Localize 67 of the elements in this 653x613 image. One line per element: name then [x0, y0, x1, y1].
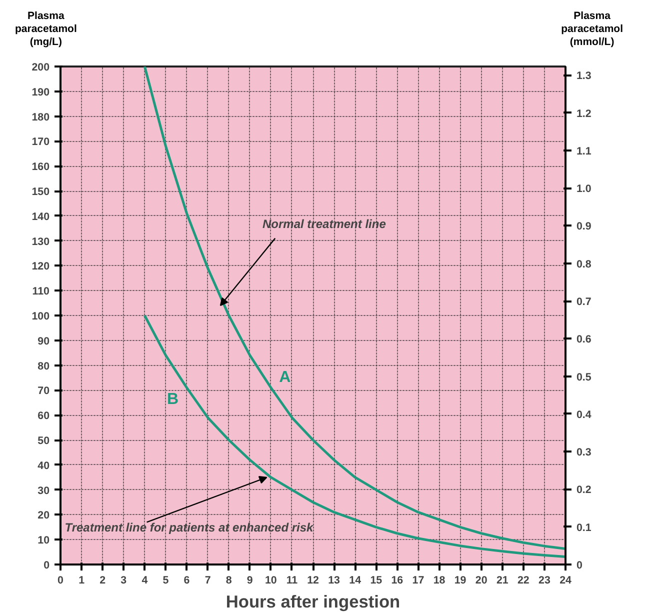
- x-tick-label: 21: [496, 574, 508, 586]
- x-tick-label: 2: [100, 574, 106, 586]
- y2-tick-label: 1.3: [576, 70, 592, 82]
- x-tick-label: 16: [391, 574, 404, 586]
- y-tick-label: 190: [32, 86, 50, 98]
- y-tick-label: 40: [38, 460, 50, 472]
- x-tick-label: 20: [475, 574, 488, 586]
- x-tick-label: 19: [454, 574, 466, 586]
- x-tick-label: 1: [78, 574, 85, 586]
- x-tick-label: 13: [328, 574, 340, 586]
- y2-tick-label: 0.9: [576, 220, 592, 233]
- x-tick-label: 0: [58, 574, 64, 586]
- x-tick-label: 22: [517, 574, 530, 586]
- y-tick-label: 80: [38, 360, 50, 372]
- x-tick-label: 5: [162, 574, 169, 586]
- y-tick-label: 50: [38, 435, 50, 447]
- y-tick-label: 70: [38, 385, 50, 398]
- y2-tick-label: 1.2: [576, 108, 592, 120]
- x-axis-title: Hours after ingestion: [226, 592, 400, 612]
- y2-tick-label: 1.0: [576, 183, 592, 196]
- series-label: B: [166, 391, 179, 408]
- y-tick-label: 170: [32, 136, 50, 148]
- y-tick-label: 90: [38, 335, 50, 348]
- annotation: Normal treatment line: [262, 216, 386, 231]
- y-tick-label: 160: [32, 161, 50, 174]
- y-axis-title: Plasma paracetamol (mg/L): [15, 10, 77, 49]
- x-tick-label: 12: [307, 574, 319, 586]
- x-tick-label: 7: [204, 574, 211, 586]
- y-tick-label: 30: [38, 484, 50, 497]
- series-label: A: [279, 369, 292, 386]
- y-tick-label: 200: [32, 62, 50, 74]
- x-tick-label: 17: [412, 574, 424, 586]
- x-tick-label: 18: [433, 574, 446, 586]
- y2-tick-label: 0.5: [576, 371, 592, 384]
- y2-tick-label: 1.1: [576, 145, 592, 158]
- y2-tick-label: 0.4: [576, 408, 592, 421]
- y-tick-label: 60: [38, 410, 50, 422]
- x-tick-label: 15: [370, 574, 382, 586]
- y2-tick-label: 0.7: [576, 296, 592, 308]
- x-tick-label: 23: [538, 574, 550, 586]
- y2-tick-label: 0.3: [576, 446, 592, 459]
- x-tick-label: 3: [120, 574, 127, 586]
- y-tick-label: 10: [38, 534, 50, 547]
- y-tick-label: 20: [38, 510, 50, 522]
- y-tick-label: 130: [32, 236, 50, 248]
- x-tick-label: 9: [246, 574, 253, 586]
- x-tick-label: 14: [349, 574, 362, 586]
- y2-tick-label: 0: [576, 560, 582, 572]
- x-tick-label: 10: [264, 574, 277, 586]
- y-tick-label: 100: [32, 310, 50, 322]
- x-tick-label: 8: [226, 574, 232, 586]
- y2-tick-label: 0.8: [576, 258, 592, 270]
- y-tick-label: 0: [44, 560, 50, 572]
- y2-tick-label: 0.6: [576, 334, 592, 346]
- x-tick-label: 4: [142, 574, 148, 586]
- annotation: Treatment line for patients at enhanced risk: [64, 520, 315, 535]
- y-tick-label: 180: [32, 111, 50, 124]
- y-tick-label: 140: [32, 210, 50, 223]
- y2-axis-title: Plasma paracetamol (mmol/L): [561, 10, 623, 49]
- x-tick-label: 11: [286, 574, 298, 586]
- x-tick-label: 24: [560, 574, 572, 586]
- x-tick-label: 6: [184, 574, 190, 586]
- y-tick-label: 110: [32, 286, 50, 298]
- y-tick-label: 150: [32, 186, 50, 198]
- y-tick-label: 120: [32, 260, 50, 273]
- y2-tick-label: 0.1: [576, 522, 592, 534]
- y2-tick-label: 0.2: [576, 484, 592, 496]
